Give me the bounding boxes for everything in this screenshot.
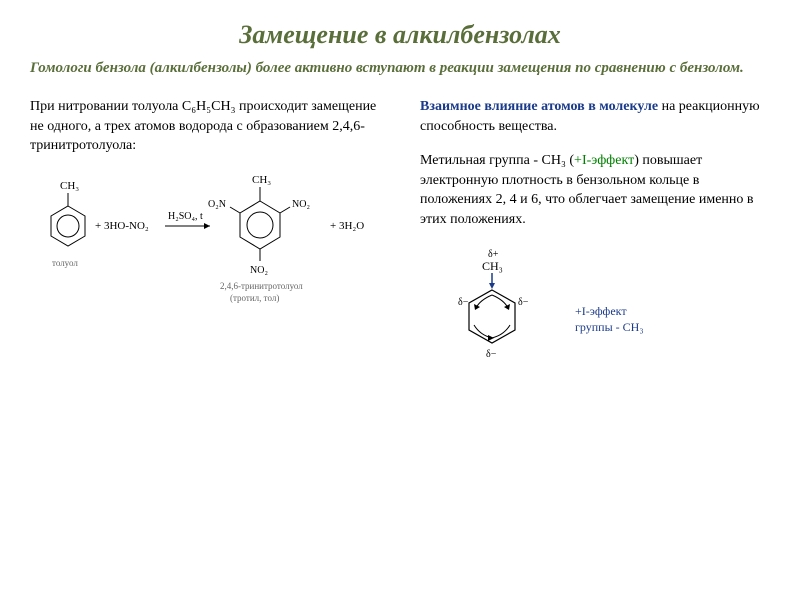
ch3-label: CH₃ (60, 180, 79, 192)
toluene-label: толуол (52, 258, 78, 268)
toluene-structure: CH₃ толуол (51, 180, 85, 268)
tnt-structure: CH₃ NO₂ O₂N NO₂ 2,4,6-тринитротолуол (тр… (208, 174, 310, 303)
page-title: Замещение в алкилбензолах (30, 20, 770, 50)
left-para-prefix: При нитровании толуола (30, 99, 182, 114)
o2n-left: O₂N (208, 199, 226, 210)
effect-label-1: +I-эффект (575, 304, 627, 318)
right-column: Взаимное влияние атомов в молекуле на ре… (420, 97, 770, 400)
reaction-arrow: H₂SO₄, t (165, 211, 210, 229)
methyl-formula: СН₃ (542, 153, 566, 168)
left-column: При нитровании толуола С₆Н₅СН₃ происходи… (30, 97, 390, 400)
tnt-label-1: 2,4,6-тринитротолуол (220, 281, 303, 291)
i-effect-text: +I-эффект (574, 153, 634, 168)
water-text: + 3H₂O (330, 220, 364, 232)
para2-mid: ( (566, 153, 574, 168)
delta-minus-1: δ− (458, 297, 469, 308)
effect-ch3: CH₃ (482, 259, 503, 273)
mutual-influence-heading: Взаимное влияние атомов в молекуле (420, 99, 658, 114)
subtitle: Гомологи бензола (алкилбензолы) более ак… (30, 58, 770, 79)
delta-minus-3: δ− (486, 349, 497, 360)
reaction-diagram: CH₃ толуол + 3HO-NO₂ H₂SO₄, t CH₃ (30, 171, 390, 356)
left-paragraph: При нитровании толуола С₆Н₅СН₃ происходи… (30, 97, 390, 156)
delta-minus-2: δ− (518, 297, 529, 308)
tnt-label-2: (тротил, тол) (230, 293, 279, 303)
no2-right: NO₂ (292, 199, 310, 210)
catalyst-text: H₂SO₄, t (168, 211, 203, 222)
right-paragraph-1: Взаимное влияние атомов в молекуле на ре… (420, 97, 770, 136)
para2-prefix: Метильная группа - (420, 153, 542, 168)
content-columns: При нитровании толуола С₆Н₅СН₃ происходи… (30, 97, 770, 400)
no2-bottom: NO₂ (250, 265, 268, 276)
toluene-formula: С₆Н₅СН₃ (182, 99, 236, 114)
right-paragraph-2: Метильная группа - СН₃ (+I-эффект) повыш… (420, 151, 770, 229)
hno3-text: + 3HO-NO₂ (95, 220, 149, 232)
effect-label-2: группы - CH₃ (575, 320, 644, 334)
effect-diagram: δ+ CH₃ δ− δ− δ− +I-эффект (420, 245, 770, 400)
tnt-ch3: CH₃ (252, 174, 271, 186)
